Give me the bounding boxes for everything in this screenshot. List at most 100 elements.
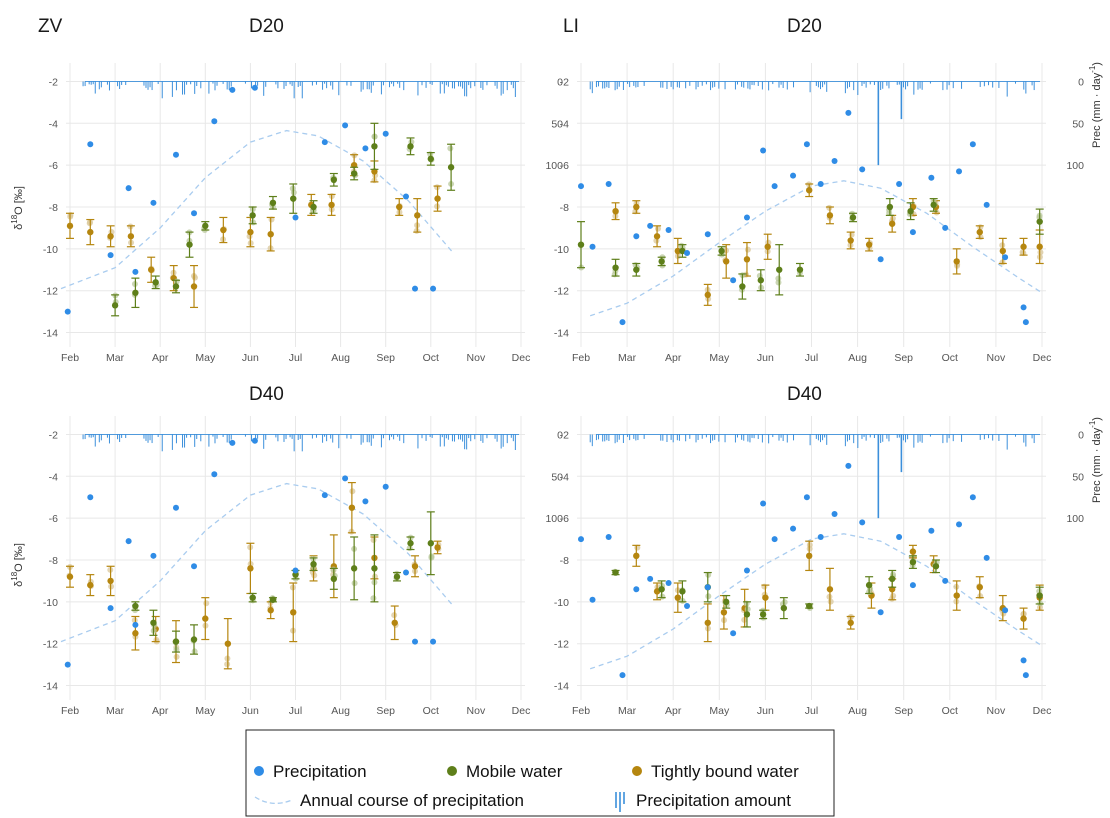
- mobile-water-point: [150, 619, 157, 626]
- precipitation-point: [229, 86, 236, 93]
- y-tick-label: -8: [560, 202, 569, 214]
- legend: Precipitation Mobile water Tightly bound…: [245, 729, 835, 817]
- precipitation-point: [132, 268, 139, 275]
- site-label-li: LI: [563, 16, 579, 37]
- tight-water-point: [976, 584, 983, 591]
- tight-water-point: [704, 291, 711, 299]
- svg-text:δ18O [‰]: δ18O [‰]: [10, 543, 25, 587]
- mobile-water-point: [907, 207, 914, 215]
- tight-water-point: [633, 552, 640, 560]
- precipitation-point: [1022, 319, 1029, 326]
- mobile-water-point: [759, 611, 767, 618]
- precipitation-point: [831, 157, 838, 164]
- mobile-water-point: [202, 222, 209, 230]
- x-tick-label: Oct: [423, 705, 439, 717]
- x-tick-label: Mar: [618, 705, 637, 717]
- legend-marker-precipitation: [254, 766, 264, 776]
- precipitation-point: [845, 462, 852, 469]
- precipitation-point: [619, 672, 626, 679]
- legend-label-annual: Annual course of precipitation: [300, 791, 524, 810]
- y2-tick-label: 0: [557, 76, 563, 88]
- precipitation-point: [942, 224, 949, 231]
- precipitation-point: [633, 233, 640, 240]
- mobile-water-point: [909, 558, 917, 566]
- x-tick-label: Mar: [618, 352, 637, 364]
- mobile-water-replicate: [191, 648, 198, 655]
- precipitation-point: [342, 122, 349, 129]
- y-tick-label: -12: [554, 286, 569, 298]
- mobile-water-point: [718, 247, 725, 255]
- precipitation-point: [402, 569, 409, 576]
- y2-tick-label: 100: [545, 160, 563, 172]
- mobile-water-point: [186, 241, 193, 248]
- mobile-water-replicate: [678, 242, 685, 249]
- panels: Feb Mar Apr May Jun Jul Aug Sep Oct Nov Dec -2 -4 -6 -…: [43, 63, 1084, 717]
- precipitation-point: [928, 174, 935, 181]
- mobile-water-point: [269, 596, 277, 603]
- depth-label-li-d40: D40: [787, 384, 822, 405]
- tight-water-replicate: [173, 653, 180, 660]
- tight-water-point: [411, 563, 419, 570]
- tight-water-replicate: [370, 536, 377, 543]
- tight-water-point: [348, 504, 356, 511]
- mobile-water-point: [679, 247, 686, 255]
- mobile-water-point: [932, 563, 940, 570]
- precipitation-point: [382, 483, 389, 490]
- precipitation-point: [430, 638, 437, 645]
- tight-water-point: [87, 228, 94, 236]
- x-tick-label: Oct: [942, 352, 958, 364]
- tight-water-point: [909, 548, 917, 555]
- precipitation-point: [150, 552, 157, 559]
- precipitation-point: [817, 533, 824, 540]
- x-tick-label: Sep: [894, 705, 913, 717]
- precipitation-point: [412, 285, 419, 292]
- precipitation-point: [412, 638, 419, 645]
- precipitation-point: [647, 575, 654, 582]
- precipitation-point: [578, 536, 584, 543]
- precipitation-point: [803, 494, 810, 501]
- x-tick-label: Dec: [1033, 352, 1052, 364]
- x-tick-label: Nov: [987, 352, 1006, 364]
- precipitation-point: [132, 621, 139, 628]
- mobile-water-point: [633, 266, 640, 273]
- mobile-water-point: [152, 279, 159, 286]
- x-tick-label: Apr: [152, 352, 169, 364]
- precipitation-point: [619, 319, 626, 326]
- precipitation-point: [684, 603, 691, 610]
- precipitation-point: [321, 139, 328, 146]
- x-tick-label: Nov: [987, 705, 1006, 717]
- precipitation-point: [684, 250, 691, 257]
- mobile-water-replicate: [781, 599, 788, 606]
- tight-water-replicate: [655, 225, 662, 232]
- annual-course-line: [60, 129, 454, 290]
- y-tick-label: -2: [560, 429, 569, 441]
- x-tick-label: Jul: [289, 705, 302, 717]
- tight-water-point: [66, 222, 74, 230]
- precipitation-point: [665, 580, 672, 587]
- precipitation-point: [771, 183, 778, 190]
- tight-water-replicate: [191, 274, 198, 281]
- tight-water-replicate: [761, 583, 768, 590]
- y-tick-label: -14: [43, 681, 58, 693]
- x-tick-label: Aug: [331, 352, 350, 364]
- tight-water-point: [220, 226, 227, 234]
- precipitation-point: [983, 554, 990, 561]
- tight-water-point: [127, 233, 135, 240]
- tight-water-point: [1020, 615, 1027, 622]
- tight-water-point: [653, 233, 661, 240]
- precipitation-point: [928, 527, 935, 534]
- y2-axis-title-bottom: Prec (mm · day-1): [1088, 417, 1103, 503]
- x-tick-label: Jun: [242, 352, 259, 364]
- x-tick-label: Jun: [757, 352, 774, 364]
- y2-tick-label: 50: [551, 118, 563, 130]
- precipitation-point: [87, 141, 94, 148]
- y-tick-label: -6: [560, 160, 569, 172]
- y-tick-label: -14: [43, 328, 58, 340]
- precipitation-point: [1022, 672, 1029, 679]
- mobile-water-point: [658, 258, 665, 265]
- depth-label-li-d20: D20: [787, 16, 822, 37]
- y-tick-label: -6: [560, 513, 569, 525]
- precipitation-point: [172, 504, 179, 511]
- x-tick-label: May: [195, 705, 216, 717]
- x-tick-label: Aug: [848, 705, 867, 717]
